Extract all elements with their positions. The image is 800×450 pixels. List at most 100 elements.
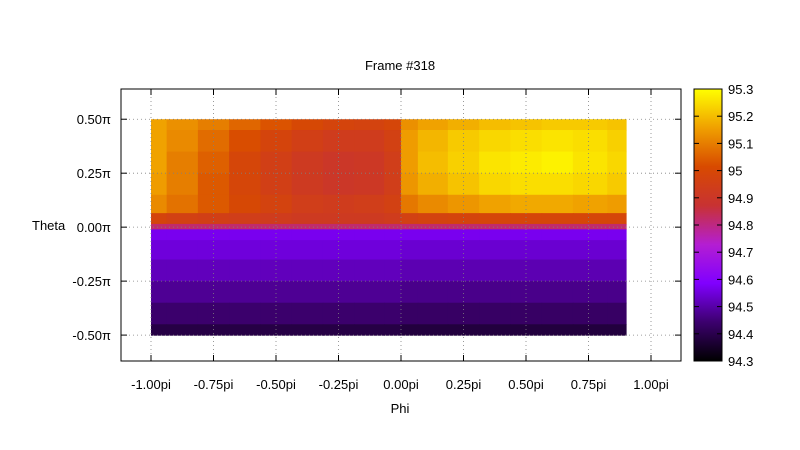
heatmap-cell [384,324,402,336]
heatmap-cell [151,223,168,230]
heatmap-cell [479,119,511,131]
heatmap-cell [166,259,199,282]
heatmap-cell [260,240,293,261]
heatmap-cell [572,130,608,153]
heatmap-cell [229,151,261,174]
heatmap-cell [291,213,324,225]
heatmap-cell [572,281,608,304]
heatmap-cell [260,194,293,214]
y-tick-label: 0.00π [77,220,111,235]
heatmap-cell [541,194,574,214]
heatmap-cell [384,151,402,174]
heatmap-cell [401,130,419,153]
heatmap-cell [229,119,261,131]
heatmap-cell [151,259,168,282]
heatmap-cell [291,151,324,174]
heatmap-cell [166,119,199,131]
heatmap-cell [447,194,480,214]
heatmap-cell [151,324,168,336]
y-tick-label: -0.25π [72,274,111,289]
heatmap-cell [572,229,608,241]
heatmap-cell [417,194,449,214]
heatmap-cell [197,229,230,241]
heatmap-cell [291,119,324,131]
colorbar-tick-label: 94.8 [728,218,753,233]
heatmap-cell [166,302,199,325]
heatmap-cell [447,223,480,230]
heatmap-cell [291,259,324,282]
heatmap-cell [197,151,230,174]
heatmap-cell [151,281,168,304]
heatmap-cell [166,173,199,196]
heatmap-cell [541,324,574,336]
heatmap-cell [291,130,324,153]
heatmap-cell [260,223,293,230]
heatmap-cell [541,259,574,282]
heatmap-cell [322,151,355,174]
heatmap-cell [417,173,449,196]
heatmap-cell [384,194,402,214]
colorbar-tick-label: 95 [728,164,742,179]
heatmap-cell [541,119,574,131]
heatmap-cell [166,229,199,241]
heatmap-cell [229,324,261,336]
heatmap-cell [229,173,261,196]
y-axis-ticks: 0.50π 0.25π 0.00π -0.25π -0.50π [72,112,681,343]
heatmap-cell [607,229,627,241]
heatmap-cell [479,324,511,336]
heatmap-cell [572,119,608,131]
heatmap-cell [384,223,402,230]
heatmap-cell [479,223,511,230]
heatmap-cell [607,119,627,131]
x-axis-ticks: -1.00pi -0.75pi -0.50pi -0.25pi 0.00pi 0.25pi… [131,89,669,392]
x-tick-label: 0.50pi [508,377,544,392]
chart-title: Frame #318 [365,58,435,73]
heatmap-cell [197,194,230,214]
colorbar-tick-label: 94.3 [728,354,753,369]
heatmap-cell [354,119,385,131]
heatmap-cell [354,229,385,241]
heatmap-cell [401,194,419,214]
heatmap-cell [417,240,449,261]
heatmap-cell [197,213,230,225]
heatmap-cell [541,281,574,304]
heatmap-cell [607,213,627,225]
heatmap-cell [510,151,543,174]
heatmap-cell [479,281,511,304]
heatmap-cell [322,173,355,196]
heatmap-cell [572,223,608,230]
heatmap-cell [229,229,261,241]
heatmap-cell [510,119,543,131]
x-tick-label: 0.25pi [446,377,482,392]
heatmap-cell [354,240,385,261]
heatmap-cell [384,130,402,153]
heatmap-cell [607,302,627,325]
heatmap-cell [322,119,355,131]
heatmap-cell [541,240,574,261]
colorbar-tick-label: 94.5 [728,300,753,315]
heatmap-cell [607,240,627,261]
heatmap-cell [572,194,608,214]
heatmap-cell [151,194,168,214]
heatmap-cell [479,151,511,174]
colorbar-ticks: 95.3 95.2 95.1 95 94.9 94.8 94.7 94.6 94.5 94.4 94… [694,82,753,369]
heatmap-cell [260,259,293,282]
heatmap-cell [607,223,627,230]
heatmap-cell [354,151,385,174]
heatmap-cell [384,119,402,131]
heatmap-cell [322,223,355,230]
heatmap-cell [166,223,199,230]
heatmap-cell [417,229,449,241]
heatmap-cell [510,213,543,225]
heatmap-cell [291,229,324,241]
heatmap-cell [607,259,627,282]
colorbar-tick-label: 94.4 [728,327,753,342]
heatmap-cell [417,259,449,282]
heatmap-cell [401,324,419,336]
heatmap-cell [354,130,385,153]
x-tick-label: 1.00pi [633,377,669,392]
heatmap-cell [384,281,402,304]
heatmap-cell [447,213,480,225]
heatmap-cell [197,259,230,282]
heatmap-cell [607,130,627,153]
